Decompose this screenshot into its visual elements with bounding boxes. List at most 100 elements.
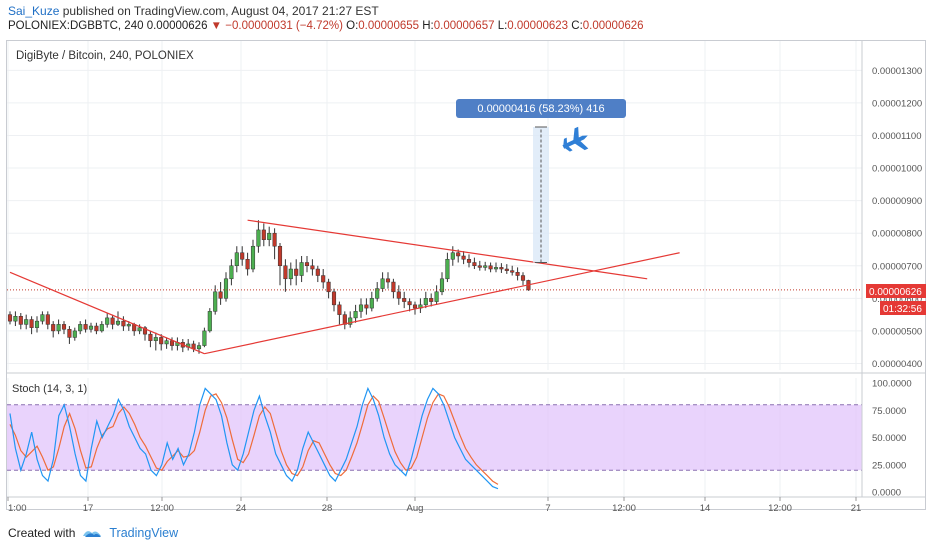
candle-body: [121, 320, 126, 327]
y-tick-label: 0.00001100: [872, 131, 922, 142]
candle-body: [34, 320, 40, 328]
candle-body: [477, 265, 482, 268]
candle-body: [304, 262, 310, 267]
price-axis: 0.00001300 0.00001200 0.00001100 0.00001000…: [7, 41, 925, 497]
candle-body: [364, 304, 369, 309]
chart-frame: [6, 40, 926, 510]
candle-body: [434, 291, 439, 302]
candle-body: [137, 327, 142, 332]
candle-body: [153, 337, 158, 341]
candle-body: [83, 324, 88, 330]
candle-body: [202, 330, 207, 346]
measure-label: 0.00000416 (58.23%) 416: [477, 103, 604, 115]
footer: Created with TradingView: [8, 526, 178, 540]
measure-tool: [533, 126, 549, 264]
low-value: 0.00000623: [507, 20, 569, 32]
published-text: published on TradingView.com, August 04,…: [62, 4, 379, 18]
last-price: 0.00000626: [146, 20, 208, 32]
candle-body: [499, 267, 504, 270]
candle-body: [520, 275, 526, 281]
y-tick-label: 0.00000600: [872, 294, 922, 305]
candle-body: [51, 324, 56, 332]
x-tick-label: 28: [322, 503, 333, 514]
candle-body: [207, 311, 212, 332]
candle-body: [380, 278, 385, 289]
candle-body: [510, 270, 515, 273]
tradingview-brand[interactable]: TradingView: [109, 526, 179, 540]
candle-body: [159, 337, 164, 345]
stoch-overbought-oversold-band: [7, 404, 862, 471]
candle-body: [337, 304, 342, 315]
y-tick-label: 0.00001200: [872, 98, 922, 109]
candle-body: [213, 291, 218, 312]
high-label: H:: [422, 20, 434, 32]
x-tick-label: 17: [83, 503, 94, 514]
down-arrow-icon: ▼: [210, 20, 223, 32]
candle-body: [240, 252, 245, 260]
candle-body: [272, 232, 277, 247]
candle-body: [483, 265, 488, 268]
y-tick-label: 0.00001300: [872, 66, 922, 77]
x-tick-label: 12:00: [150, 503, 174, 514]
candle-body: [310, 265, 315, 270]
candle-body: [142, 327, 148, 335]
candle-body: [326, 281, 331, 293]
stoch-d-line: [9, 393, 499, 485]
trendline: [204, 252, 680, 355]
open-label: O:: [346, 20, 359, 32]
x-tick-label: 24: [236, 503, 247, 514]
close-value: 0.00000626: [582, 20, 644, 32]
candle-body: [277, 245, 283, 267]
candle-body: [439, 278, 445, 293]
candle-body: [445, 258, 450, 280]
y-tick-label: 0.00000400: [872, 359, 922, 370]
candle-body: [493, 267, 499, 270]
candle-body: [45, 314, 50, 325]
candle-body: [250, 245, 256, 270]
candle-body: [331, 291, 337, 306]
candle-body: [115, 320, 121, 325]
candle-body: [256, 229, 261, 247]
candle-body: [29, 319, 34, 328]
candle-body: [429, 298, 434, 302]
candles: [7, 220, 862, 354]
candle-body: [78, 324, 83, 332]
y-tick-label: 0.00000800: [872, 229, 922, 240]
candle-body: [294, 268, 299, 276]
candle-body: [461, 255, 466, 260]
candle-body: [164, 340, 169, 345]
candle-body: [321, 275, 326, 283]
stoch-k-line: [9, 386, 499, 490]
candle-body: [126, 324, 131, 327]
high-value: 0.00000657: [433, 20, 495, 32]
candle-body: [267, 232, 272, 240]
candle-body: [450, 252, 455, 260]
candle-body: [40, 314, 45, 322]
candle-body: [488, 265, 493, 270]
last-price-label: 0.00000626 01:32:56: [866, 284, 926, 315]
stoch-tick-label: 0.0000: [872, 488, 901, 499]
candle-body: [61, 324, 67, 330]
candle-body: [407, 301, 412, 306]
candle-body: [72, 330, 77, 338]
trendline: [247, 219, 648, 280]
candle-body: [169, 340, 175, 346]
candle-body: [99, 324, 104, 332]
candle-body: [196, 345, 202, 350]
candle-body: [353, 311, 358, 319]
created-with-text: Created with: [8, 526, 76, 540]
candle-body: [56, 324, 61, 332]
stoch-tick-label: 100.0000: [872, 379, 912, 390]
candle-body: [261, 229, 266, 240]
stoch-tick-label: 75.0000: [872, 406, 906, 417]
candle-body: [94, 325, 99, 332]
candle-body: [245, 258, 250, 270]
author-link[interactable]: Sai_Kuze: [8, 4, 60, 18]
time-axis: 1:00 17 12:00 24 28 Aug 7 12:00 14 12:00 21: [7, 496, 925, 514]
y-tick-label: 0.00000700: [872, 261, 922, 272]
candle-body: [456, 252, 461, 257]
candle-body: [24, 319, 29, 325]
x-tick-label: 12:00: [612, 503, 636, 514]
ohlc-line: POLONIEX:DGBBTC, 240 0.00000626 ▼ −0.000…: [8, 20, 644, 32]
